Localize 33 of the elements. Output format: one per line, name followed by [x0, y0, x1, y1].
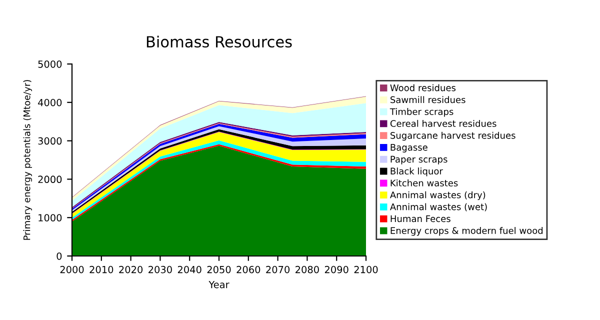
legend-label: Paper scraps [390, 156, 448, 164]
legend-label: Black liquor [390, 168, 443, 176]
legend-label: Annimal wastes (dry) [390, 191, 486, 200]
x-tick-label: 2020 [119, 266, 143, 274]
legend-label: Sugarcane harvest residues [390, 132, 516, 141]
x-tick-label: 2070 [266, 266, 290, 274]
x-axis-title: Year [208, 280, 230, 288]
y-tick-label: 3000 [38, 137, 62, 145]
y-tick-label: 1000 [38, 214, 62, 222]
x-tick-label: 2090 [324, 266, 348, 274]
legend-label: Annimal wastes (wet) [390, 203, 487, 212]
y-tick-label: 0 [56, 252, 62, 260]
legend-label: Human Feces [390, 215, 450, 222]
legend-label: Bagasse [390, 144, 428, 152]
x-tick-label: 2100 [354, 266, 378, 274]
y-axis-title: Primary energy potentials (Mtoe/yr) [23, 80, 32, 240]
legend-label: Wood residues [390, 84, 456, 92]
x-tick-label: 2000 [60, 266, 84, 274]
x-tick-label: 2040 [178, 266, 202, 274]
x-tick-label: 2030 [148, 266, 172, 274]
legend-label: Sawmill residues [390, 96, 466, 104]
legend-label: Timber scraps [390, 108, 454, 117]
legend-label: Energy crops & modern fuel wood [390, 227, 543, 236]
y-tick-label: 5000 [38, 60, 62, 68]
x-tick-label: 2010 [90, 266, 114, 274]
x-tick-label: 2050 [207, 266, 231, 274]
legend-label: Kitchen wastes [390, 179, 458, 186]
y-tick-label: 4000 [38, 98, 62, 106]
x-tick-label: 2080 [296, 266, 319, 274]
legend-label: Cereal harvest residues [390, 120, 496, 127]
x-tick-label: 2060 [236, 266, 260, 274]
chart-title: Biomass Resources [146, 36, 292, 48]
y-tick-label: 2000 [38, 176, 62, 184]
